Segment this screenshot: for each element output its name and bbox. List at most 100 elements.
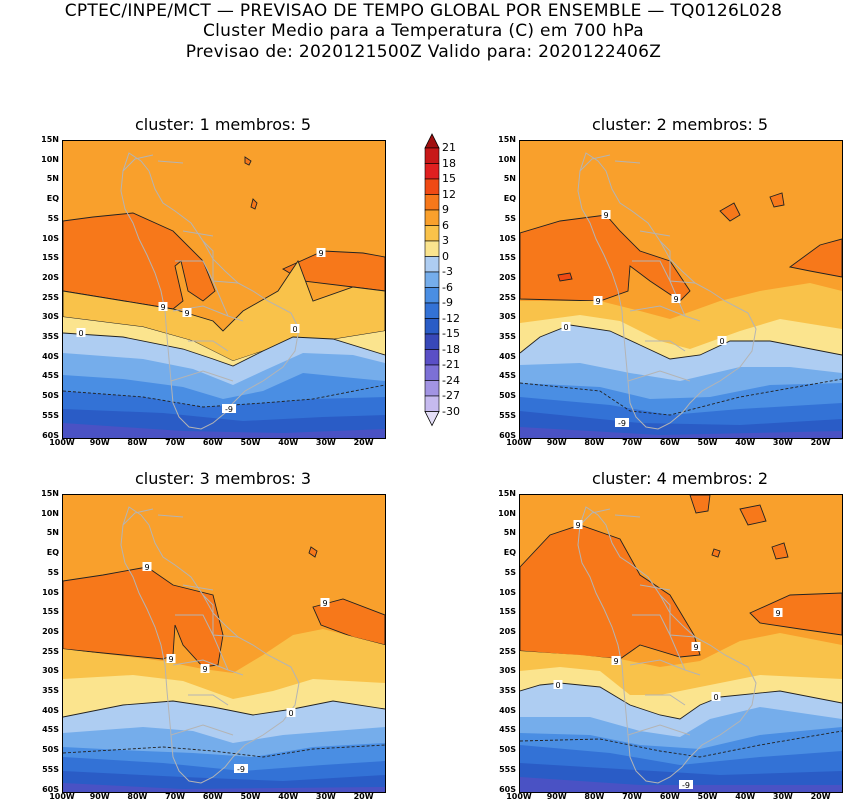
contour-label: 0 [563, 323, 568, 332]
lat-tick-label: 15N [41, 135, 59, 144]
contour-label: 9 [144, 563, 149, 572]
lon-tick-label: 30W [772, 438, 793, 447]
field-9-12 [312, 598, 385, 646]
panel-4-title: cluster: 4 membros: 2 [591, 469, 769, 488]
contour-label-box [316, 248, 326, 257]
lon-tick-label: 70W [622, 438, 643, 447]
lat-tick-label: 15N [41, 489, 59, 498]
contour-label-box [671, 294, 681, 303]
lat-tick-label: 25S [42, 292, 59, 302]
lon-tick-label: 40W [735, 792, 756, 801]
contour-label-box [76, 328, 86, 337]
colorbar-segment [424, 225, 440, 242]
colorbar-segment [424, 147, 440, 164]
contour-m9 [520, 730, 842, 758]
contour-label: 0 [292, 325, 297, 334]
lat-tick-label: 15S [42, 253, 59, 263]
colorbar-level-label: 18 [442, 156, 456, 170]
lat-tick-label: 5N [46, 174, 59, 184]
colorbar-level-label: -24 [442, 373, 460, 387]
lat-tick-label: 50S [499, 391, 516, 401]
colorbar-segment [424, 271, 440, 288]
contour-label-box [601, 210, 611, 219]
contour-label: 0 [719, 337, 724, 346]
lat-tick-label: 55S [42, 410, 59, 420]
contour-label-box [142, 562, 152, 571]
colorbar-segment [424, 209, 440, 226]
lat-tick-label: 30S [42, 666, 59, 676]
lon-tick-label: 100W [506, 792, 532, 801]
contour-label: 9 [184, 309, 189, 318]
colorbar-segment [424, 178, 440, 195]
contour-label-box [717, 336, 727, 345]
lon-tick-label: 80W [127, 792, 148, 801]
lat-tick-label: 40S [499, 705, 516, 715]
contour-m9 [63, 744, 385, 758]
lat-tick-label: 35S [42, 332, 59, 341]
contour-label: 9 [775, 609, 780, 618]
contour-label-box [290, 324, 300, 333]
colorbar-min-arrow [424, 411, 440, 427]
lat-tick-label: 15N [498, 489, 516, 498]
field-9-12 [771, 542, 789, 560]
contour-label: -9 [225, 405, 233, 414]
contour-label-box [234, 764, 248, 773]
lat-tick-label: EQ [46, 548, 59, 558]
contour-m9 [520, 378, 842, 416]
contour-label-box [679, 780, 693, 789]
lat-tick-label: 30S [499, 666, 516, 676]
colorbar-segment [424, 380, 440, 397]
lon-tick-label: 40W [735, 438, 756, 447]
lon-tick-label: 50W [240, 792, 261, 801]
lat-tick-label: 20S [42, 272, 59, 282]
lat-tick-label: 10S [42, 587, 59, 597]
lat-tick-label: 10S [499, 233, 516, 243]
coastline [577, 506, 757, 784]
field-9-12 [711, 548, 721, 558]
field-m18-m15 [520, 777, 842, 792]
lat-tick-label: 50S [42, 391, 59, 401]
lon-tick-label: 60W [659, 438, 680, 447]
lat-tick-label: 5S [47, 567, 59, 577]
lat-tick-label: 5N [503, 174, 516, 184]
field-9-12 [282, 250, 385, 292]
lat-tick-label: 30S [499, 312, 516, 322]
contour-label-box [182, 308, 192, 317]
field-m15-m12 [63, 771, 385, 792]
lon-tick-label: 100W [49, 792, 75, 801]
lon-tick-label: 50W [697, 438, 718, 447]
contour-label: 9 [322, 599, 327, 608]
lat-tick-label: 60S [499, 784, 516, 794]
lon-tick-label: 30W [315, 792, 336, 801]
contour-label: 9 [595, 297, 600, 306]
map-panel-4: 9 9 9 9 0 0 -9 [519, 494, 843, 793]
contour-label: 0 [555, 681, 560, 690]
lon-tick-label: 60W [202, 438, 223, 447]
map-panel-3: 9 9 9 9 0 -9 [62, 494, 386, 793]
contour-0 [63, 332, 385, 367]
lon-tick-label: 20W [353, 438, 374, 447]
colorbar-segment [424, 287, 440, 304]
contour-label: 9 [613, 657, 618, 666]
colorbar-level-label: -3 [442, 265, 453, 278]
colorbar-segment [424, 256, 440, 273]
lon-tick-label: 20W [353, 792, 374, 801]
lon-tick-label: 90W [89, 792, 110, 801]
colorbar-segment [424, 395, 440, 412]
colorbar-level-label: -18 [442, 342, 460, 356]
colorbar-segment [424, 163, 440, 180]
lat-tick-label: 45S [499, 371, 516, 381]
colorbar-level-label: 0 [442, 249, 449, 263]
field-9-12 [63, 212, 216, 310]
lat-tick-label: 55S [42, 764, 59, 774]
field-m18-m15 [520, 427, 842, 438]
lon-tick-label: 70W [165, 792, 186, 801]
lat-tick-label: 55S [499, 764, 516, 774]
colorbar-level-label: -9 [442, 296, 453, 309]
colorbar-level-label: -21 [442, 358, 460, 371]
header-line-1: CPTEC/INPE/MCT — PREVISAO DE TEMPO GLOBA… [64, 1, 783, 21]
contour-label: 9 [160, 303, 165, 312]
map-panel-2: 9 9 9 0 0 -9 [519, 140, 843, 439]
lat-tick-label: 15N [498, 135, 516, 144]
lat-tick-label: 10S [499, 587, 516, 597]
